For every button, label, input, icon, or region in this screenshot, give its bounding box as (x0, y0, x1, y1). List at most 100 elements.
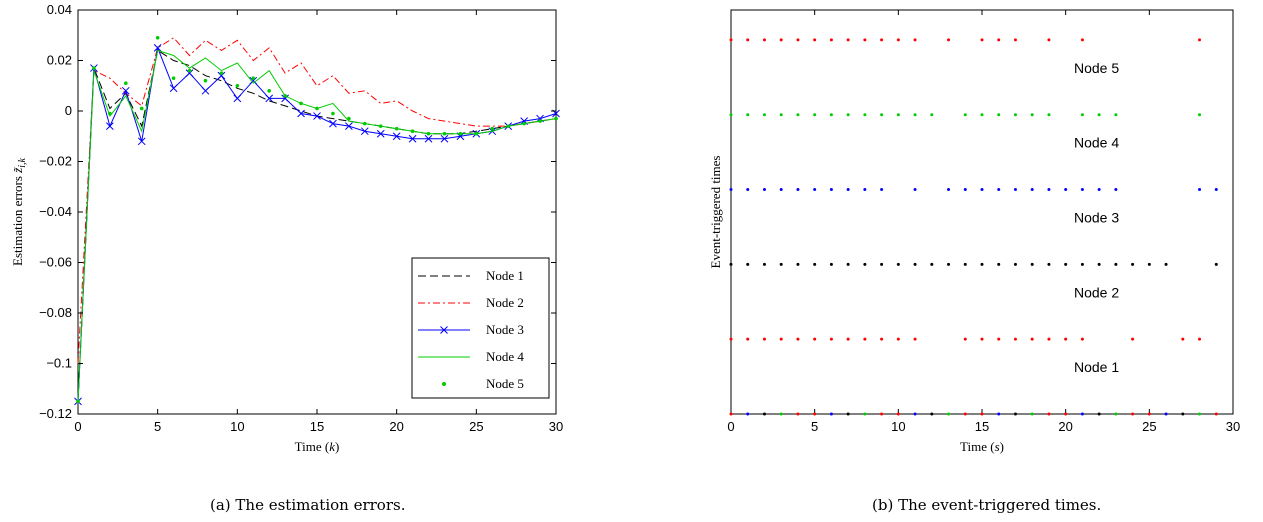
node3-marker (185, 69, 194, 77)
event-point-node5 (1013, 38, 1017, 42)
baseline-point (1047, 412, 1051, 416)
node3-marker (392, 132, 401, 141)
event-point-node3 (796, 188, 800, 192)
event-point-node5 (829, 38, 833, 42)
event-point-node3 (1013, 188, 1017, 192)
event-point-node4 (746, 113, 750, 117)
event-point-node2 (963, 262, 967, 266)
event-point-node1 (813, 337, 817, 341)
event-point-node2 (913, 262, 917, 266)
y-tick-label-a: −0.06 (39, 255, 72, 270)
estimation-errors-chart: 0 5 10 15 20 25 30 0.04 0.02 0 −0.02 −0.04 −0.06 −0.0… (10, 2, 563, 514)
y-axis-label-a-sub: i,k (17, 157, 28, 167)
event-point-node2 (863, 262, 867, 266)
event-point-node2 (1131, 262, 1135, 266)
caption-a: (a) The estimation errors. (210, 496, 405, 514)
node5-point (378, 124, 383, 128)
event-point-node2 (746, 262, 750, 266)
event-point-node3 (1214, 188, 1218, 192)
event-point-node3 (913, 188, 917, 192)
node3-marker (408, 134, 417, 143)
node5-point (203, 78, 208, 83)
event-point-node2 (1064, 262, 1068, 266)
event-point-node2 (1164, 262, 1168, 266)
node5-point (363, 121, 367, 126)
event-point-node1 (880, 337, 884, 341)
event-point-node1 (1047, 337, 1051, 341)
x-axis-label-a-close: ) (335, 439, 339, 454)
event-point-node3 (1097, 188, 1101, 192)
node3-marker (169, 84, 178, 93)
event-point-node4 (1198, 113, 1202, 117)
event-point-node5 (762, 38, 766, 42)
event-point-node2 (829, 262, 833, 266)
x-axis-label-a-var: k (329, 439, 335, 454)
row-label-node2: Node 2 (1074, 284, 1119, 300)
event-point-node3 (729, 188, 733, 192)
event-point-node3 (947, 188, 951, 192)
event-point-node1 (1198, 337, 1202, 341)
legend-label-node5: Node 5 (486, 376, 524, 391)
event-point-node3 (846, 188, 850, 192)
y-tick-label-a: −0.1 (46, 356, 72, 371)
x-tick-label-a: 15 (310, 419, 324, 434)
node5-point (538, 119, 542, 123)
event-point-node1 (997, 337, 1001, 341)
node3-marker (297, 109, 305, 118)
baseline-point (880, 412, 884, 416)
event-point-node2 (846, 262, 850, 266)
x-axis-label-b: Time (s) (960, 439, 1004, 454)
baseline-point (1013, 412, 1017, 416)
event-point-node1 (963, 337, 967, 341)
event-point-node5 (746, 38, 750, 42)
node3-marker (121, 86, 130, 95)
event-point-node4 (846, 113, 850, 117)
event-point-node2 (880, 262, 884, 266)
event-point-node5 (729, 38, 733, 42)
event-point-node5 (913, 38, 917, 42)
baseline-point (1198, 412, 1202, 416)
legend-marker-node3 (440, 326, 448, 334)
baseline-point (729, 412, 733, 416)
event-point-node1 (1030, 337, 1034, 341)
node3-marker (265, 94, 274, 103)
event-point-node1 (796, 337, 800, 341)
event-point-node5 (1047, 38, 1051, 42)
node5-point (410, 129, 415, 133)
baseline-point (762, 412, 766, 416)
node3-marker (233, 94, 242, 103)
event-point-node1 (1181, 337, 1185, 341)
event-point-node5 (846, 38, 850, 42)
event-point-node3 (1064, 188, 1068, 192)
event-point-node2 (813, 262, 817, 266)
event-point-node4 (980, 113, 984, 117)
event-point-node2 (1214, 262, 1218, 266)
node5-point (108, 111, 112, 116)
event-point-node2 (1030, 262, 1034, 266)
baseline-point (1064, 412, 1068, 416)
node5-point (92, 66, 96, 70)
x-axis-label-b-text: Time ( (960, 439, 995, 454)
event-point-node4 (896, 113, 900, 117)
node3-marker (424, 134, 433, 143)
plot-area-b (730, 9, 1234, 415)
event-point-node3 (1080, 188, 1084, 192)
legend-label-node2: Node 2 (486, 295, 524, 310)
event-point-node4 (913, 113, 917, 117)
event-point-node3 (779, 188, 783, 192)
baseline-point (1030, 412, 1034, 416)
row-label-node1: Node 1 (1074, 359, 1119, 375)
baseline-point (896, 412, 900, 416)
event-point-node3 (1047, 188, 1051, 192)
baseline-point (813, 412, 817, 416)
event-point-node1 (762, 337, 766, 341)
x-tick-label-a: 30 (549, 419, 563, 434)
event-point-node5 (796, 38, 800, 42)
baseline-point (963, 412, 967, 416)
event-point-node4 (930, 113, 934, 117)
node3-marker (281, 94, 289, 103)
event-point-node4 (813, 113, 817, 117)
node5-point (267, 89, 272, 93)
node5-point (490, 126, 495, 131)
baseline-point (1147, 412, 1151, 416)
